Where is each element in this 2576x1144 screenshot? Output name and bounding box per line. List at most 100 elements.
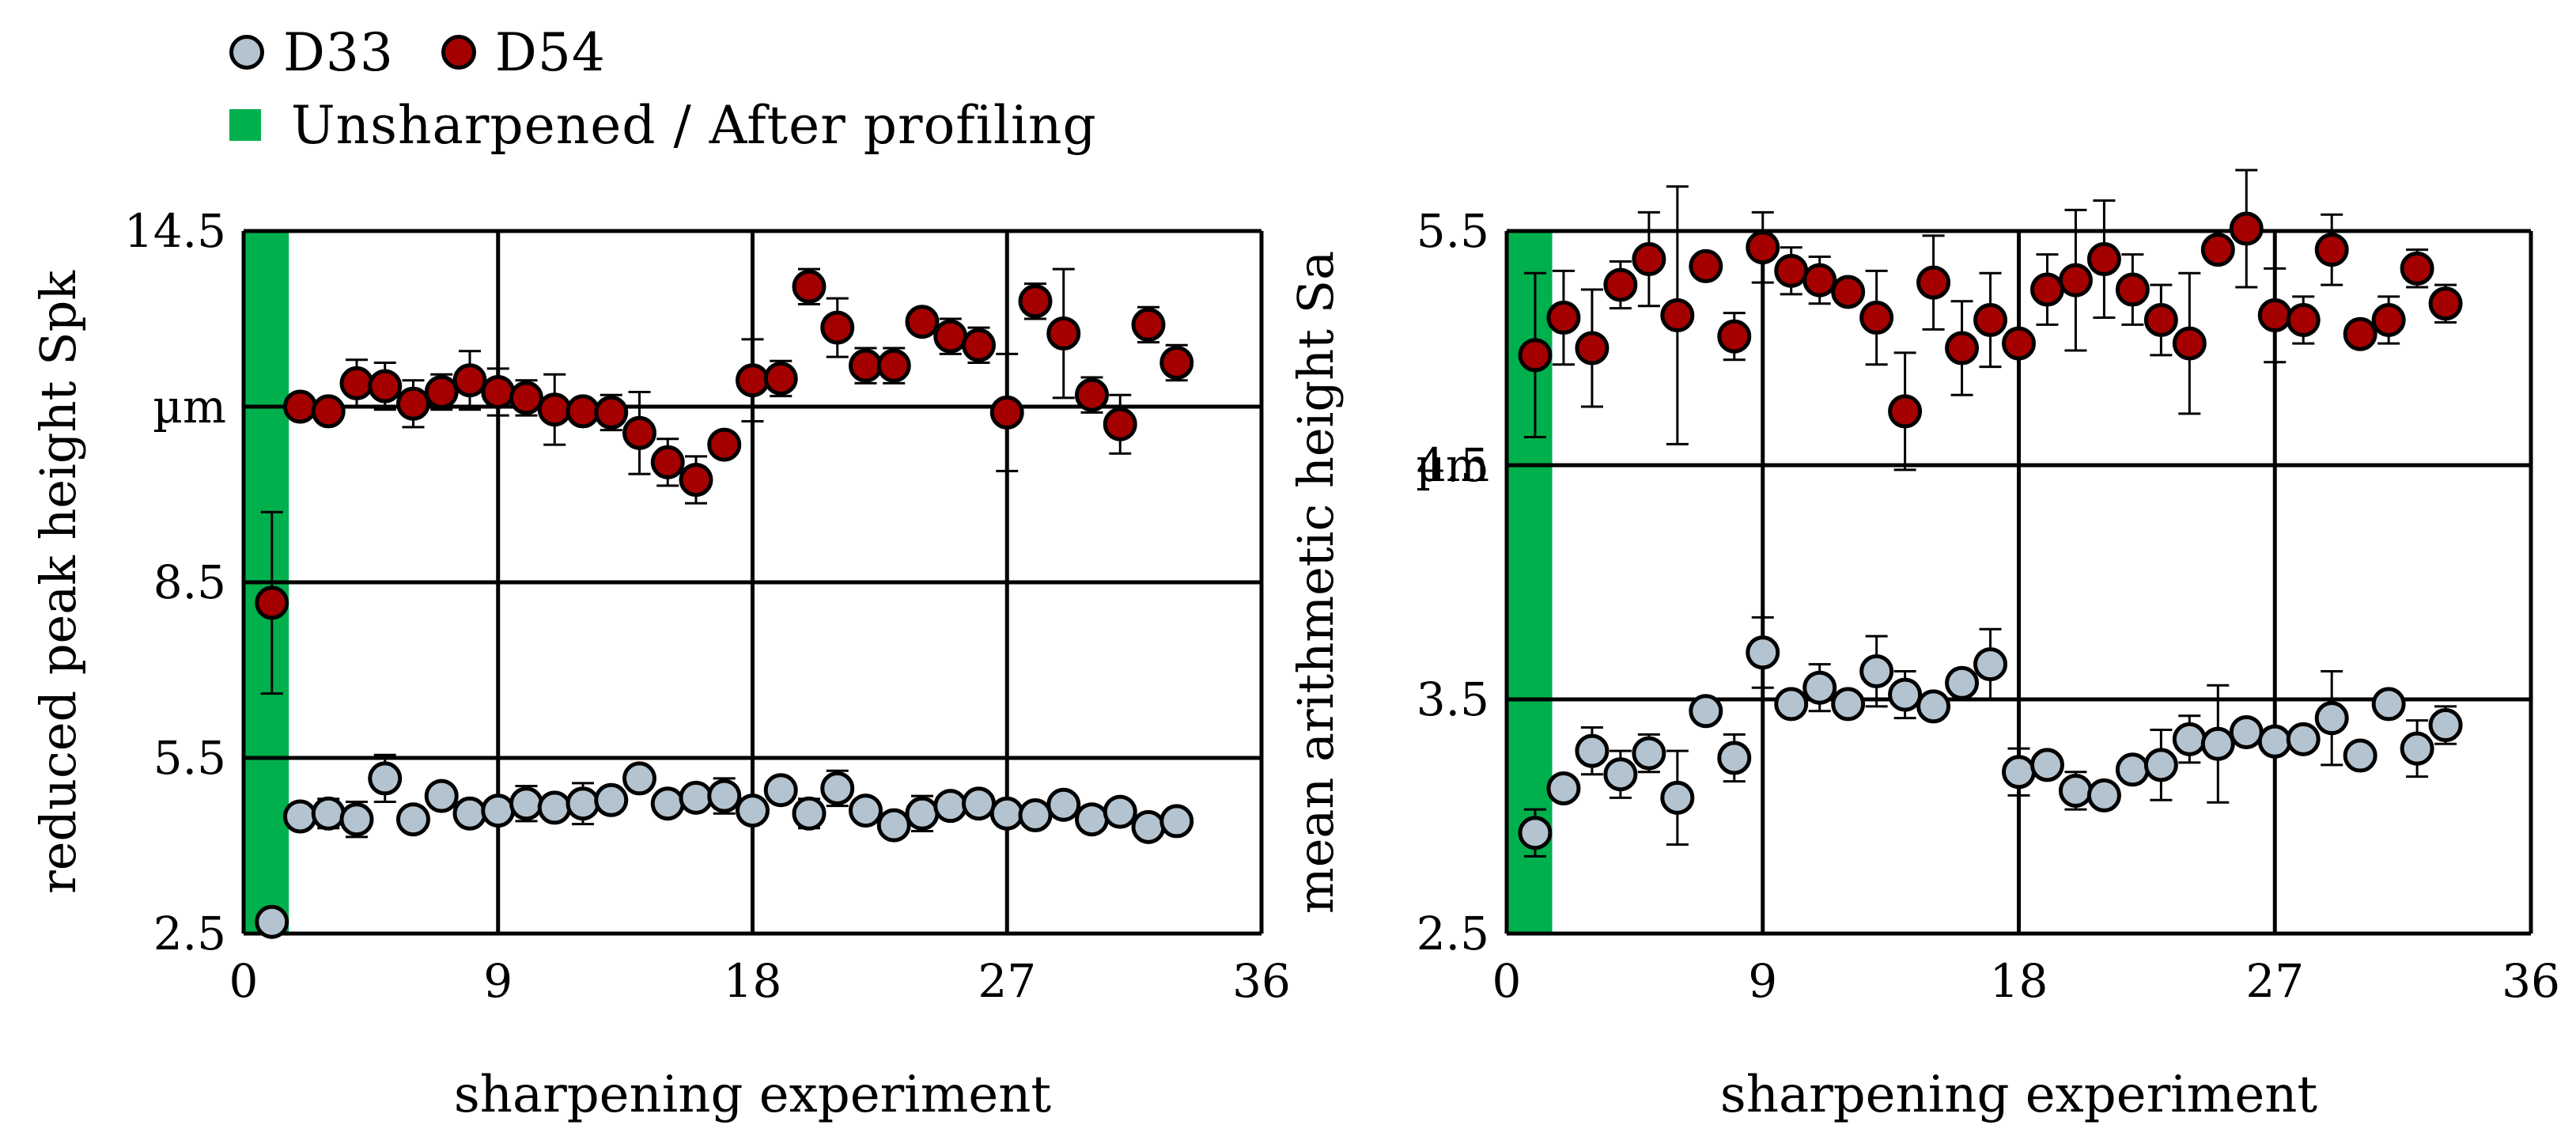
chart2-d33-point [2172,722,2207,756]
chart1-d33-point [962,786,996,821]
chart1-d33-point [933,789,968,824]
chart1-d54-point [622,415,656,450]
chart2-d54-point [2086,242,2121,277]
chart2-d54-point [1831,275,1866,309]
chart2-d54-point [2029,272,2064,307]
chart1-d54-point [679,463,713,497]
chart2-d33-point [1888,677,1923,712]
chart2-d33-point [1859,653,1894,688]
chart1-d54-point [1018,284,1053,319]
chart1-d33-point [650,786,685,821]
chart1-x-tick-label: 9 [483,954,513,1008]
chart2-x-tick-label: 18 [1990,954,2048,1008]
chart2-d54-point [2314,233,2349,267]
chart1-d54-point [849,348,883,383]
chart1-d33-point [452,796,487,831]
chart2-d33-point [1546,771,1581,805]
chart2-d54-point [2257,298,2292,333]
chart1-d33-point [1018,798,1053,833]
chart2-d33-point [2143,748,2178,782]
chart2-d33-point [1603,757,1638,792]
chart1-d33-point [876,808,911,843]
chart1-d54-point [594,395,629,430]
chart1-d33-point [905,796,940,831]
chart1-d33-point [820,771,855,805]
chart2-d54-point [2428,286,2463,321]
chart1-y-tick-label: 14.5 [124,204,226,258]
chart2-d33-point [1916,689,1951,724]
legend-label-band: Unsharpened / After profiling [291,94,1097,156]
chart2-d33-point [1802,670,1837,705]
chart1-d54-point [707,427,742,462]
chart2-d33-point [1632,736,1666,771]
chart2-d33-point [2086,778,2121,813]
chart2-d33-point [1575,733,1610,768]
chart1-d54-point [509,381,543,415]
chart1-d33-point [792,796,827,831]
chart1-d33-point [283,799,317,834]
band-swatch-icon [229,109,261,141]
chart2-d33-point [2371,687,2406,722]
chart1-d54-point [311,394,346,429]
chart2-d54-point [2002,326,2036,361]
chart1-d33-point [707,778,742,813]
chart2-d33-point [2002,755,2036,790]
legend-row-series: D33 D54 [229,16,1097,89]
chart2-d54-point [1546,301,1581,335]
chart1-d33-point [1075,802,1109,837]
legend-label-d33: D33 [283,21,394,83]
chart1-y-tick-label: 5.5 [153,731,226,785]
chart2-d33-point [2029,748,2064,782]
chart1-d54-point [763,361,798,396]
legend-item-d54: D54 [441,22,606,83]
chart2-d54-point [1689,248,1723,283]
chart2-d33-point [1746,635,1780,670]
chart1-d33-point [368,761,403,796]
chart1-d33-point [566,786,600,821]
chart2-d33-point [1689,694,1723,729]
chart2-d33-point [2229,714,2264,749]
chart2-y-tick-label: 5.5 [1417,204,1489,258]
chart1-d54-point [537,392,572,427]
chart2-d54-point [2115,272,2150,307]
chart1-d33-point [989,796,1024,831]
chart1-d54-point [820,310,855,345]
chart1-d33-point [255,904,289,939]
chart1-d54-point [876,348,911,383]
chart1-d54-point [283,389,317,424]
chart1-d33-point [481,794,516,828]
chart1-d33-point [339,802,374,837]
chart1-d33-point [1159,804,1194,839]
chart1-d33-point [424,778,459,813]
chart1-d33-point [679,780,713,815]
chart1-d54-point [792,269,827,304]
chart2-y-tick-label: 2.5 [1417,907,1489,960]
chart2-d33-point [2257,724,2292,759]
chart1-d33-point [763,773,798,808]
chart2-d54-point [1632,242,1666,277]
chart2-d54-point [2058,263,2093,297]
chart2-d33-point [2115,752,2150,787]
chart2-d33-point [2286,722,2321,756]
chart1-d54-point [566,394,600,429]
chart2-d54-point [1859,301,1894,335]
chart2-d54-point [1518,338,1553,373]
chart1-d33-point [311,796,346,831]
chart2-d33-point [1831,687,1866,722]
chart1-d33-point [509,786,543,821]
chart2-d33-point [2400,731,2434,766]
chart1-unit-label: µm [153,380,226,434]
chart1-d54-point [962,328,996,362]
chart1-d54-point [396,386,430,421]
chart1-d33-point [1046,787,1081,822]
chart2-d54-point [2400,251,2434,286]
chart1-y-tick-label: 2.5 [153,907,226,960]
chart1-x-tick-label: 0 [229,954,259,1008]
chart2-d54-point [2343,316,2377,351]
chart2-d54-point [2229,211,2264,246]
chart2-d33-point [1717,741,1752,775]
chart1-d54-point [1103,407,1137,441]
chart1-d33-point [622,761,656,796]
chart2-x-tick-label: 27 [2245,954,2304,1008]
